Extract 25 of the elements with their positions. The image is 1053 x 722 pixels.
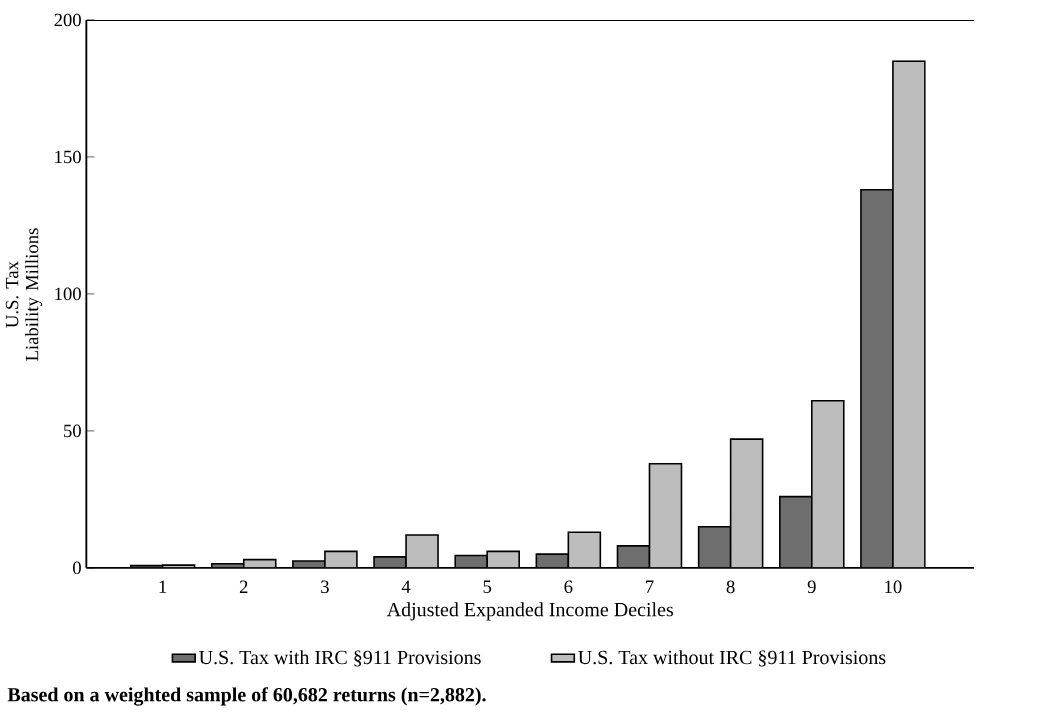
x-tick-label: 1 <box>159 580 167 593</box>
x-tick-label: 6 <box>564 580 573 593</box>
x-tick-label: 4 <box>401 580 411 593</box>
y-tick-label: 200 <box>54 13 81 27</box>
legend-label: U.S. Tax with IRC §911 Provisions <box>199 649 481 667</box>
text: Based on a weighted sample of 60,682 returns (n=2,882). <box>7 686 486 706</box>
bar <box>729 438 764 568</box>
x-tick-label: 5 <box>483 580 492 593</box>
x-tick-label: 2 <box>239 580 248 593</box>
bar <box>648 462 683 568</box>
x-tick-label: 8 <box>726 580 735 593</box>
x-tick-label: 9 <box>807 580 816 593</box>
x-tick-label: 7 <box>646 580 654 593</box>
x-tick-label: 3 <box>321 580 329 593</box>
y-tick-label: 0 <box>73 561 81 574</box>
y-tick-label: 150 <box>55 150 81 164</box>
bar <box>892 60 926 568</box>
y-tick-label: 100 <box>55 287 81 300</box>
bar <box>567 531 602 568</box>
y-tick-label: 50 <box>64 424 81 437</box>
bar <box>810 399 845 568</box>
x-tick-label: 10 <box>885 580 902 593</box>
y-axis-title: U.S. Tax Liability Millions <box>5 228 43 361</box>
legend-label: U.S. Tax without IRC §911 Provisions <box>578 649 886 667</box>
x-axis-title: Adjusted Expanded Income Deciles <box>386 602 673 621</box>
